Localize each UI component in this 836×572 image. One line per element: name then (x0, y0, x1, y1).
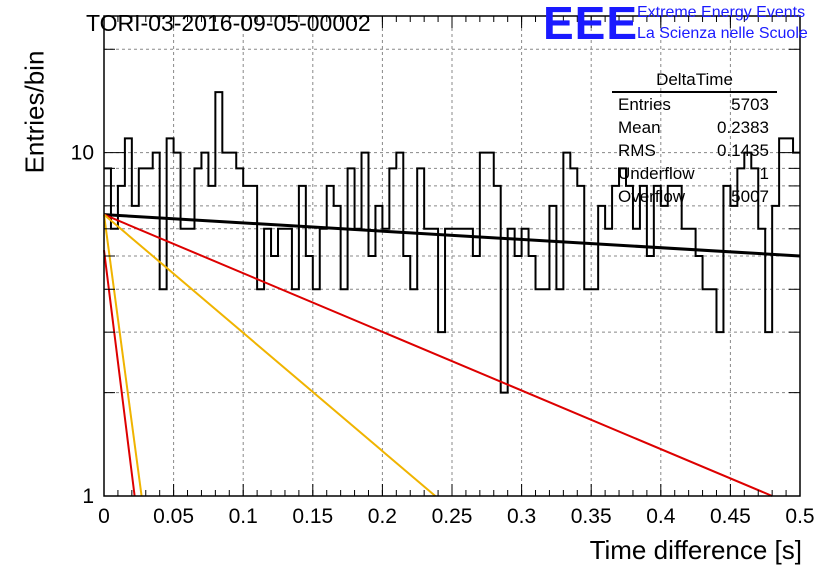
stats-box: DeltaTime Entries 5703 Mean 0.2383 RMS 0… (612, 70, 777, 208)
x-tick-label: 0.5 (785, 505, 814, 528)
eee-logo: EEE (543, 0, 639, 49)
axes (103, 15, 801, 497)
logo-line-1: Extreme Energy Events (637, 4, 806, 21)
x-tick-label: 0.15 (292, 505, 333, 528)
fit-curves (103, 213, 801, 497)
stats-title: DeltaTime (612, 70, 777, 93)
stats-label: RMS (618, 141, 656, 160)
stats-label: Mean (618, 118, 661, 137)
stats-value: 5007 (731, 187, 769, 206)
chart-title: TORI-03-2016-09-05-00002 (86, 10, 371, 36)
stats-row-mean: Mean 0.2383 (612, 116, 777, 139)
stats-row-rms: RMS 0.1435 (612, 139, 777, 162)
histogram (104, 91, 800, 394)
logo-line-2: La Scienza nelle Scuole (637, 25, 808, 42)
y-tick-label: 1 (82, 485, 94, 508)
plot-frame (103, 15, 801, 497)
fit-line-0 (103, 213, 801, 258)
x-tick-label: 0.3 (507, 505, 536, 528)
stats-value: 1 (759, 164, 769, 183)
fit-line-1 (103, 213, 773, 497)
stats-value: 0.2383 (717, 118, 769, 137)
x-tick-label: 0.45 (710, 505, 751, 528)
tick-labels: 0 0.05 0.1 0.15 0.2 0.25 0.3 0.35 0.4 0.45 0.5 1 10 (71, 142, 815, 528)
x-tick-label: 0.2 (368, 505, 397, 528)
fit-line-4 (103, 250, 136, 497)
stats-label: Underflow (618, 164, 695, 183)
stats-row-underflow: Underflow 1 (612, 162, 777, 185)
fit-line-3 (103, 214, 143, 497)
x-tick-label: 0.1 (229, 505, 258, 528)
stats-row-overflow: Overflow 5007 (612, 185, 777, 208)
y-tick-label: 10 (71, 142, 94, 165)
stats-value: 5703 (731, 95, 769, 114)
y-axis-label: Entries/bin (19, 50, 50, 174)
x-tick-label: 0.25 (432, 505, 473, 528)
histogram-outline (104, 91, 800, 394)
stats-label: Entries (618, 95, 671, 114)
stats-row-entries: Entries 5703 (612, 93, 777, 116)
x-tick-label: 0.4 (646, 505, 676, 528)
x-axis-label: Time difference [s] (589, 535, 802, 565)
stats-label: Overflow (618, 187, 686, 206)
stats-value: 0.1435 (717, 141, 769, 160)
x-tick-label: 0.05 (153, 505, 194, 528)
fit-line-2 (103, 213, 436, 497)
x-tick-label: 0.35 (571, 505, 612, 528)
x-tick-label: 0 (98, 505, 110, 528)
grid (104, 16, 800, 496)
